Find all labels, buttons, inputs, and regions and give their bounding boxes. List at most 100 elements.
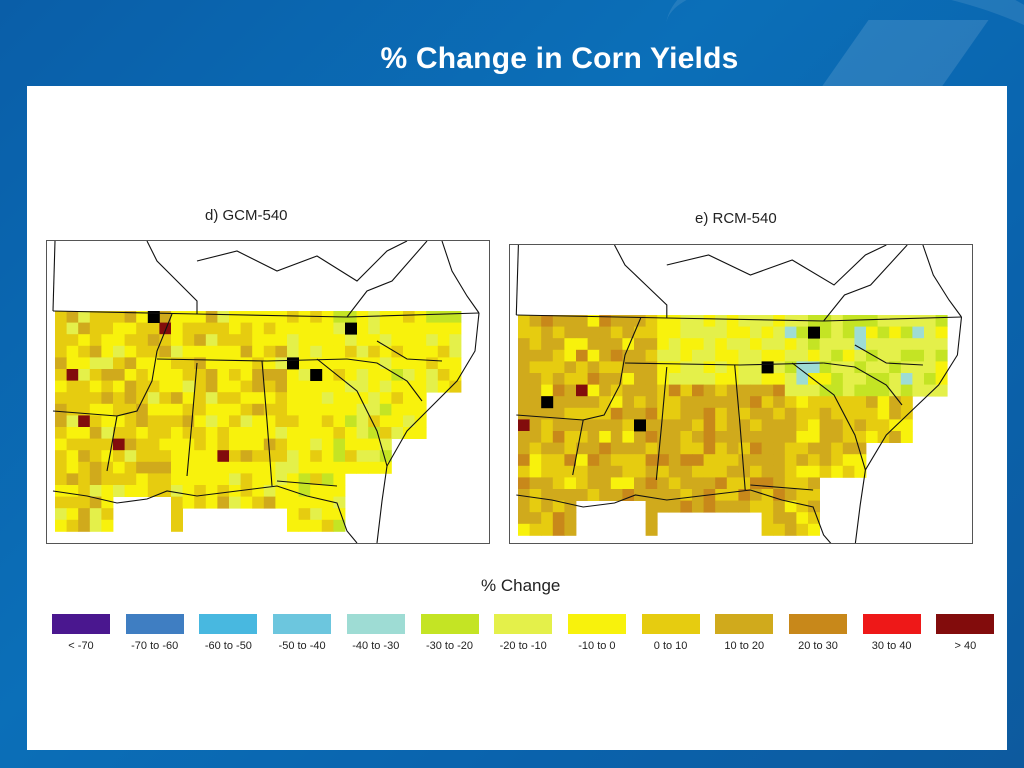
- grid-cell: [194, 415, 207, 428]
- grid-cell: [529, 326, 542, 339]
- grid-cell: [113, 485, 125, 497]
- state-line: [854, 344, 923, 366]
- grid-cell: [587, 442, 600, 455]
- grid-cell: [599, 477, 612, 490]
- grid-cell: [298, 403, 311, 416]
- grid-cell: [529, 384, 542, 397]
- grid-cell: [773, 512, 786, 525]
- grid-cell: [657, 349, 670, 362]
- grid-cell: [101, 415, 114, 428]
- grid-cell: [240, 403, 253, 416]
- grid-cell: [89, 311, 102, 323]
- grid-cell: [924, 326, 936, 339]
- grid-cell: [147, 415, 160, 428]
- grid-cell: [101, 496, 114, 509]
- grid-cell: [541, 419, 554, 432]
- grid-cell: [78, 473, 91, 486]
- grid-cell: [379, 403, 392, 416]
- grid-cell: [89, 403, 102, 416]
- grid-cell: [692, 431, 704, 443]
- grid-cell: [252, 322, 265, 335]
- grid-cell: [229, 345, 241, 358]
- grid-cell: [368, 450, 381, 463]
- grid-cell: [101, 403, 114, 416]
- grid-cell: [622, 396, 635, 409]
- grid-cell: [645, 419, 658, 432]
- grid-cell: [321, 392, 334, 405]
- grid-cell: [205, 334, 218, 347]
- grid-cell: [229, 369, 241, 381]
- grid-cell: [796, 361, 809, 374]
- grid-cell: [78, 357, 91, 370]
- grid-cell: [819, 442, 832, 455]
- grid-cell: [217, 311, 230, 323]
- grid-cell: [529, 523, 542, 536]
- grid-cell: [229, 461, 241, 474]
- atlantic-coast: [376, 312, 480, 543]
- grid-cell: [529, 407, 542, 420]
- grid-cell: [171, 415, 183, 428]
- grid-cell: [124, 450, 137, 463]
- grid-cell: [587, 465, 600, 478]
- grid-cell: [668, 465, 681, 478]
- grid-cell: [842, 465, 855, 478]
- grid-cell: [935, 315, 948, 327]
- grid-cell: [310, 415, 323, 428]
- legend-swatch: [420, 614, 479, 634]
- grid-cell: [773, 396, 786, 409]
- grid-cell: [518, 500, 530, 513]
- grid-cell: [808, 477, 820, 490]
- grid-cell: [668, 315, 681, 327]
- grid-cell: [89, 461, 102, 474]
- grid-cell: [529, 454, 542, 467]
- grid-cell: [275, 322, 288, 335]
- grid-cell: [124, 461, 137, 474]
- grid-cell: [587, 326, 600, 339]
- grid-cell: [726, 407, 739, 420]
- grid-cell: [541, 373, 554, 385]
- grid-cell: [924, 373, 936, 385]
- grid-cell: [159, 403, 172, 416]
- grid-cell: [275, 438, 288, 451]
- grid-cell: [229, 427, 241, 439]
- grid-cell: [518, 407, 530, 420]
- grid-cell: [773, 361, 786, 374]
- grid-cell: [55, 508, 67, 521]
- grid-cell: [529, 431, 542, 443]
- grid-cell: [819, 338, 832, 351]
- grid-cell: [136, 334, 149, 347]
- grid-cell: [89, 438, 102, 451]
- grid-cell: [610, 407, 623, 420]
- grid-cell: [610, 477, 623, 490]
- grid-cell: [576, 315, 588, 327]
- grid-cell: [55, 496, 67, 509]
- grid-cell: [78, 519, 91, 532]
- grid-cell: [182, 473, 195, 486]
- grid-cell: [275, 473, 288, 486]
- grid-cell: [217, 369, 230, 381]
- grid-cell: [275, 369, 288, 381]
- grid-cell: [529, 500, 542, 513]
- state-line: [52, 410, 118, 417]
- atlantic-coast: [854, 316, 963, 543]
- grid-cell: [205, 392, 218, 405]
- grid-cell: [321, 496, 334, 509]
- grid-cell: [645, 373, 658, 385]
- grid-cell: [229, 496, 241, 509]
- grid-cell: [819, 326, 832, 339]
- grid-cell: [518, 373, 530, 385]
- grid-cell: [229, 380, 241, 393]
- grid-cell: [321, 519, 334, 532]
- grid-cell: [101, 519, 114, 532]
- grid-cell: [113, 392, 125, 405]
- grid-cell: [692, 465, 704, 478]
- grid-cell: [587, 338, 600, 351]
- grid-cell: [831, 338, 844, 351]
- grid-cell: [136, 357, 149, 370]
- grid-cell: [808, 454, 820, 467]
- grid-cell: [252, 450, 265, 463]
- grid-cell: [564, 500, 577, 513]
- grid-cell: [552, 523, 565, 536]
- grid-cell: [819, 454, 832, 467]
- grid-cell: [379, 415, 392, 428]
